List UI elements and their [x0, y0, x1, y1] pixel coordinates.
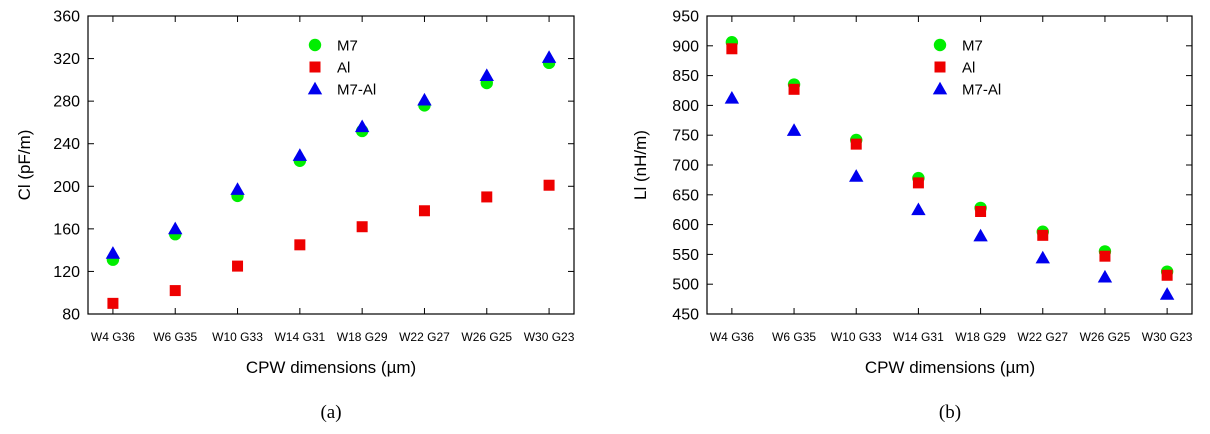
legend-marker	[309, 61, 321, 73]
x-tick-label: W10 G33	[212, 330, 263, 344]
x-tick-label: W6 G35	[772, 330, 816, 344]
data-point	[541, 50, 557, 63]
y-tick-label: 200	[53, 179, 80, 196]
series-m7	[725, 36, 1174, 278]
y-tick-label: 700	[672, 158, 699, 175]
chart-b: 450 500 550 600 650 700 750 800 850 900 950 W4 G36 W…	[631, 9, 1193, 424]
y-tick-label: 950	[672, 9, 699, 26]
data-point	[107, 297, 119, 309]
legend-label: M7	[337, 38, 358, 55]
legend-marker	[308, 38, 322, 52]
y-tick-label: 80	[62, 307, 80, 324]
data-point	[1159, 287, 1175, 300]
y-tick-label: 900	[672, 38, 699, 55]
x-axis-title: CPW dimensions (µm)	[865, 358, 1035, 377]
data-point	[1037, 229, 1049, 241]
data-point	[169, 285, 181, 297]
legend-marker	[932, 81, 948, 95]
y-tick-label: 500	[672, 277, 699, 294]
x-tick-label: W30 G23	[1142, 330, 1193, 344]
data-point	[1161, 269, 1173, 281]
plot-frame	[87, 15, 575, 315]
x-axis-title: CPW dimensions (µm)	[246, 358, 416, 377]
data-point	[294, 239, 306, 251]
x-tick-label: W18 G29	[337, 330, 388, 344]
plot-frame	[706, 15, 1193, 315]
x-tick-label: W26 G25	[1080, 330, 1131, 344]
data-point	[168, 221, 183, 235]
data-point	[912, 177, 924, 189]
data-point	[230, 182, 245, 195]
data-point	[479, 68, 494, 81]
data-point	[786, 123, 802, 136]
x-tick-label: W14 G31	[274, 330, 325, 344]
data-point	[849, 169, 864, 182]
data-point	[417, 92, 432, 106]
legend-label: Al	[962, 60, 975, 77]
series-m7-al	[105, 50, 557, 259]
y-tick-label: 750	[672, 128, 699, 145]
chart-a: 80 120 160 200 240 280 320 360 W4 G36 W6 G35 W10 G…	[15, 9, 575, 424]
series-m7	[106, 56, 556, 266]
y-tick-label: 550	[672, 247, 699, 264]
data-point	[356, 221, 368, 233]
series-al	[107, 179, 555, 309]
data-point	[973, 228, 988, 242]
legend-label: M7-Al	[337, 82, 376, 99]
data-point	[850, 138, 862, 150]
y-tick-label: 800	[672, 98, 699, 115]
legend-marker	[934, 61, 946, 73]
data-point	[724, 91, 740, 104]
y-tick-label: 160	[53, 221, 80, 238]
y-tick-label: 450	[672, 307, 699, 324]
chart-caption: (a)	[320, 402, 341, 423]
data-point	[292, 148, 308, 161]
series-m7-al	[724, 91, 1175, 300]
x-tick-label: W10 G33	[831, 330, 882, 344]
x-tick-label: W4 G36	[91, 330, 135, 344]
data-point	[726, 43, 738, 55]
data-point	[788, 83, 800, 95]
data-point	[543, 179, 555, 191]
x-tick-label: W22 G27	[399, 330, 450, 344]
data-point	[1099, 250, 1111, 262]
legend-marker	[307, 81, 323, 95]
y-axis-title: Ll (nH/m)	[631, 130, 650, 200]
legend-label: M7-Al	[962, 82, 1001, 99]
chart-caption: (b)	[939, 402, 961, 423]
data-point	[911, 202, 926, 216]
x-tick-label: W4 G36	[710, 330, 754, 344]
data-point	[354, 119, 370, 133]
y-tick-label: 240	[53, 136, 80, 153]
y-tick-label: 600	[672, 217, 699, 234]
data-point	[975, 205, 987, 217]
y-tick-label: 280	[53, 94, 80, 111]
y-tick-label: 360	[53, 9, 80, 26]
y-tick-label: 120	[53, 264, 80, 281]
series-al	[726, 43, 1173, 281]
x-tick-label: W14 G31	[893, 330, 944, 344]
data-point	[481, 191, 493, 203]
legend-marker	[933, 38, 947, 52]
data-point	[1035, 250, 1050, 264]
x-tick-label: W22 G27	[1017, 330, 1068, 344]
data-point	[232, 260, 244, 272]
y-tick-label: 320	[53, 51, 80, 68]
y-tick-label: 850	[672, 68, 699, 85]
x-tick-label: W26 G25	[461, 330, 512, 344]
x-tick-label: W30 G23	[524, 330, 575, 344]
data-point	[418, 205, 430, 217]
legend-label: M7	[962, 38, 983, 55]
legend-label: Al	[337, 60, 350, 77]
data-point	[105, 246, 121, 259]
legend: M7 Al M7-Al	[307, 38, 376, 99]
legend: M7 Al M7-Al	[932, 38, 1001, 99]
data-point	[1097, 269, 1113, 283]
y-axis-title: Cl (pF/m)	[15, 130, 34, 201]
y-tick-label: 650	[672, 187, 699, 204]
x-tick-label: W6 G35	[153, 330, 197, 344]
x-tick-label: W18 G29	[955, 330, 1006, 344]
